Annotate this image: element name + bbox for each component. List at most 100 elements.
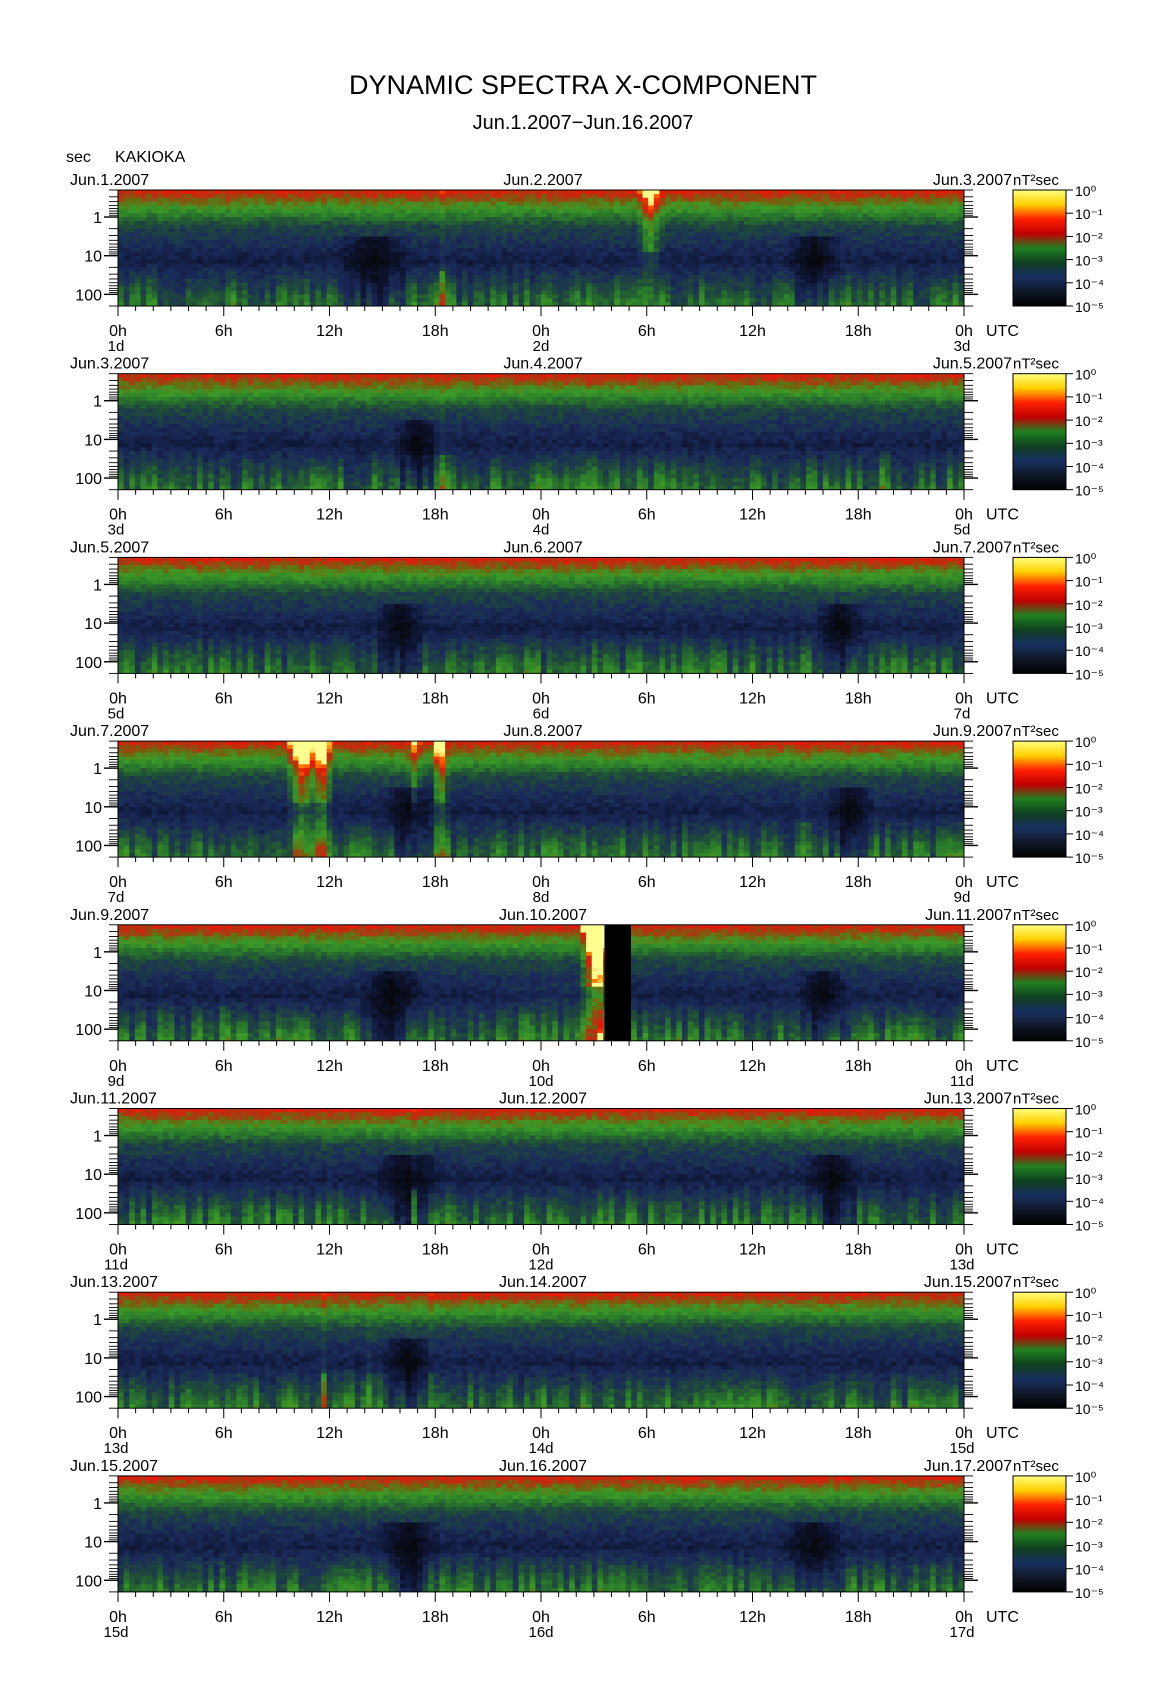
spectrum-cell: [411, 302, 418, 306]
spectrum-cell: [755, 190, 762, 195]
spectrum-cell: [557, 267, 565, 272]
spectrum-cell: [219, 278, 226, 284]
spectrum-cell: [817, 271, 824, 276]
spectrum-cell: [118, 381, 125, 386]
spectrum-cell: [749, 240, 756, 245]
spectrum-cell: [783, 275, 790, 280]
spectrum-cell: [321, 240, 328, 245]
spectrum-cell: [794, 282, 802, 288]
spectrum-cell: [428, 271, 435, 276]
spectrum-cell: [383, 190, 390, 195]
spectrum-cell: [834, 294, 841, 299]
spectrum-cell: [168, 294, 175, 299]
spectrum-cell: [360, 278, 367, 284]
spectrum-cell: [157, 294, 164, 299]
spectrum-cell: [253, 213, 260, 218]
spectrum-cell: [557, 228, 565, 234]
spectrum-cell: [450, 220, 457, 226]
spectrum-cell: [755, 205, 762, 210]
spectrum-cell: [371, 290, 379, 295]
spectrum-cell: [586, 248, 593, 253]
spectrum-cell: [670, 302, 677, 306]
spectrum-cell: [467, 190, 474, 195]
spectrum-cell: [642, 263, 649, 268]
spectrum-cell: [264, 286, 271, 292]
spectrum-cell: [151, 443, 159, 448]
spectrum-cell: [180, 217, 187, 222]
spectrum-cell: [591, 240, 598, 245]
spectrum-cell: [941, 236, 948, 241]
spectrum-cell: [405, 244, 412, 249]
spectrum-cell: [321, 220, 328, 226]
spectrum-cell: [129, 478, 136, 483]
spectrum-cell: [163, 443, 170, 448]
spectrum-cell: [642, 220, 649, 226]
spectrum-cell: [383, 275, 390, 280]
spectrum-cell: [744, 209, 751, 214]
spectrum-cell: [371, 213, 379, 218]
spectrum-cell: [901, 259, 909, 265]
spectrum-cell: [168, 263, 175, 268]
spectrum-cell: [924, 240, 931, 245]
spectrum-cell: [800, 213, 807, 218]
spectrum-cell: [326, 197, 333, 203]
spectrum-cell: [631, 275, 638, 280]
spectrum-cell: [129, 259, 136, 265]
spectrum-cell: [670, 224, 677, 230]
spectrum-cell: [146, 298, 153, 303]
spectrum-cell: [400, 232, 407, 237]
spectrum-cell: [287, 278, 294, 284]
spectrum-cell: [738, 228, 745, 234]
spectrum-cell: [360, 240, 367, 245]
spectrum-cell: [146, 408, 153, 413]
spectrum-cell: [366, 248, 373, 253]
spectrum-cell: [394, 240, 401, 245]
spectrum-cell: [118, 275, 125, 280]
spectrum-cell: [687, 255, 694, 261]
spectrum-cell: [828, 244, 835, 249]
spectrum-cell: [574, 271, 582, 276]
spectrum-cell: [682, 248, 689, 253]
spectrum-cell: [698, 209, 706, 214]
spectrum-cell: [219, 271, 226, 276]
spectrum-cell: [535, 228, 542, 234]
spectrum-cell: [885, 251, 892, 257]
spectrum-cell: [653, 290, 661, 295]
spectrum-cell: [259, 271, 266, 276]
spectrum-cell: [253, 220, 260, 226]
spectrum-cell: [168, 302, 175, 306]
spectrum-cell: [738, 201, 745, 207]
spectrum-cell: [907, 220, 914, 226]
spectrum-cell: [332, 248, 339, 253]
spectrum-cell: [591, 271, 598, 276]
spectrum-cell: [631, 302, 638, 306]
spectrum-cell: [817, 240, 824, 245]
spectrum-cell: [343, 267, 350, 272]
spectrum-cell: [591, 286, 598, 292]
spectrum-cell: [242, 263, 249, 268]
spectrum-cell: [439, 275, 446, 280]
spectrum-cell: [890, 244, 897, 249]
spectrum-cell: [586, 251, 593, 257]
spectrum-cell: [428, 232, 435, 237]
spectrum-cell: [569, 263, 576, 268]
spectrum-cell: [529, 197, 536, 203]
spectrum-cell: [208, 267, 215, 272]
spectrum-cell: [484, 236, 491, 241]
spectrum-cell: [777, 228, 785, 234]
spectrum-cell: [416, 255, 424, 261]
spectrum-cell: [546, 228, 553, 234]
spectrum-cell: [394, 278, 401, 284]
spectrum-cell: [619, 217, 627, 222]
spectrum-cell: [704, 263, 711, 268]
spectrum-cell: [760, 248, 768, 253]
spectrum-cell: [851, 282, 858, 288]
spectrum-cell: [343, 282, 350, 288]
spectrum-cell: [586, 228, 593, 234]
spectrum-cell: [806, 286, 813, 292]
spectrum-cell: [304, 244, 311, 249]
spectrum-cell: [806, 282, 813, 288]
chart-title: DYNAMIC SPECTRA X-COMPONENT: [349, 70, 817, 100]
spectrum-cell: [174, 213, 181, 218]
spectrum-cell: [828, 201, 835, 207]
